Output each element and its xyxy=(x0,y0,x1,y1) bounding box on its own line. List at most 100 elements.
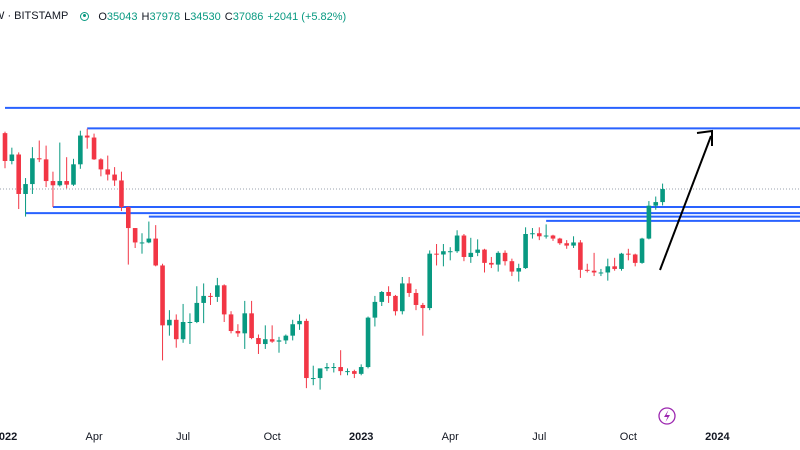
candle-body xyxy=(297,320,302,325)
candle-body xyxy=(372,301,378,318)
candle-body xyxy=(584,269,590,271)
candle-body xyxy=(98,159,104,170)
ohlc-label: O xyxy=(98,11,107,23)
candle-body xyxy=(564,243,569,246)
x-tick-label: Oct xyxy=(620,431,637,443)
candle-body xyxy=(304,320,309,379)
candle-body xyxy=(290,324,295,336)
candle-body xyxy=(57,181,63,186)
candle-body xyxy=(23,184,28,194)
candle-body xyxy=(71,164,76,185)
candle-body xyxy=(420,304,426,309)
x-tick-label: Oct xyxy=(264,431,281,443)
candle-body xyxy=(516,268,522,272)
candle-body xyxy=(639,238,645,263)
candle-body xyxy=(632,254,638,263)
candle-body xyxy=(434,253,439,255)
candle-body xyxy=(139,242,145,244)
x-tick-label: 2023 xyxy=(349,431,373,443)
plot-area xyxy=(0,106,800,390)
candle-body xyxy=(393,295,398,312)
candle-body xyxy=(132,228,138,243)
candle-body xyxy=(262,339,268,345)
candle-body xyxy=(612,266,617,269)
candle-body xyxy=(386,291,391,296)
candle-body xyxy=(64,181,69,185)
event-icon-bolt xyxy=(664,410,670,422)
x-tick-label: Apr xyxy=(442,431,459,443)
candle-body xyxy=(536,233,542,237)
candle-body xyxy=(605,266,611,273)
legend-header: W · BITSTAMP O35043 H37978 L34530 C37086 +20… xyxy=(0,7,346,25)
candle-body xyxy=(16,154,22,194)
candle-body xyxy=(543,235,549,237)
candle-body xyxy=(43,159,49,182)
candle-body xyxy=(468,252,474,257)
change-value: +2041 (+5.82%) xyxy=(267,11,347,23)
candle-body xyxy=(509,261,515,272)
candle-body xyxy=(194,302,200,323)
candle-body xyxy=(646,205,652,239)
candle-body xyxy=(324,367,330,369)
candle-body xyxy=(591,270,597,273)
ohlc-value: 37978 xyxy=(149,11,181,23)
candle-body xyxy=(9,154,15,161)
candle-body xyxy=(208,295,213,297)
candle-body xyxy=(571,242,576,246)
candle-body xyxy=(626,253,631,255)
candle-body xyxy=(598,272,604,274)
candle-body xyxy=(50,181,56,186)
ohlc-value: 35043 xyxy=(106,11,138,23)
arrow-head xyxy=(696,129,713,146)
candle-body xyxy=(91,137,97,160)
candle-body xyxy=(317,368,323,379)
candle-body xyxy=(482,249,487,263)
candle-body xyxy=(276,340,282,342)
ohlc-label: L xyxy=(184,11,191,23)
candle-body xyxy=(30,158,35,185)
candle-body xyxy=(358,367,364,374)
candle-body xyxy=(2,133,8,161)
candle-body xyxy=(187,322,193,324)
ohlc-label: H xyxy=(141,11,150,23)
candle-body xyxy=(105,169,111,175)
candle-body xyxy=(345,371,350,373)
candle-body xyxy=(78,135,83,165)
symbol-source: W · BITSTAMP xyxy=(0,10,69,22)
candle-body xyxy=(146,238,152,243)
x-tick-label: 2022 xyxy=(0,431,17,443)
candle-body xyxy=(119,180,124,208)
candle-body xyxy=(502,252,508,262)
candle-body xyxy=(180,322,186,340)
candle-body xyxy=(557,238,563,244)
candle-body xyxy=(523,234,528,269)
candle-body xyxy=(399,283,405,312)
candle-body xyxy=(249,313,254,339)
candle-body xyxy=(167,319,172,326)
candle-body xyxy=(352,371,357,374)
x-axis-band xyxy=(0,426,800,450)
x-axis: 2022 Apr Jul Oct 2023 Apr Jul Oct 2024 xyxy=(0,426,800,450)
candle-body xyxy=(489,262,494,265)
candle-body xyxy=(153,238,158,266)
candle-body xyxy=(578,242,583,270)
candle-body xyxy=(256,338,261,345)
candle-body xyxy=(331,367,337,369)
ohlc-label: C xyxy=(224,11,233,23)
candle-body xyxy=(427,253,432,309)
ohlc-value: 37086 xyxy=(232,11,264,23)
x-tick-label: 2024 xyxy=(705,431,730,443)
candle-body xyxy=(454,235,460,252)
candle-body xyxy=(310,378,316,380)
candle-body xyxy=(228,314,234,332)
candle-body xyxy=(338,367,343,372)
candle-body xyxy=(447,251,453,253)
candle-body xyxy=(173,319,179,340)
x-tick-label: Jul xyxy=(532,431,546,443)
candle-body xyxy=(269,339,275,342)
candle-body xyxy=(379,291,385,302)
status-dot[interactable] xyxy=(80,11,90,21)
candle-body xyxy=(530,233,535,235)
